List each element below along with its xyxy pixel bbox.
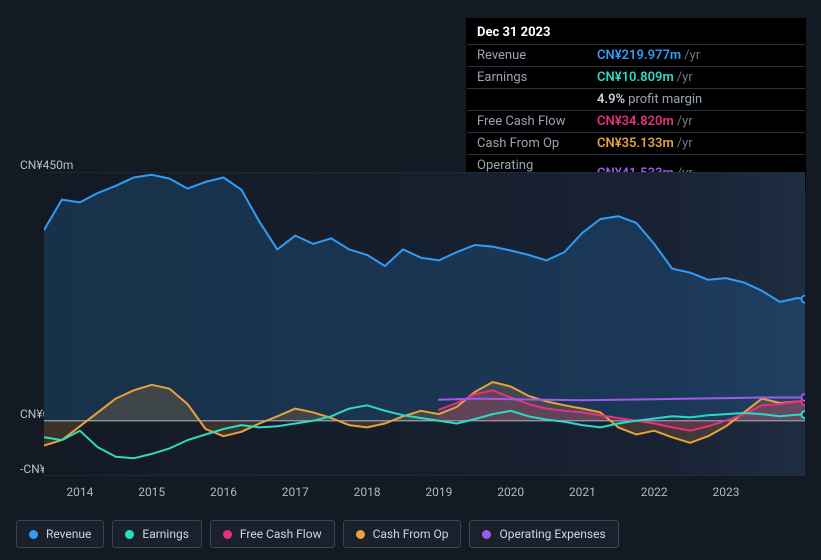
x-axis-label: 2022 [641,485,668,499]
tooltip-row-label: Cash From Op [467,133,587,155]
tooltip-date: Dec 31 2023 [467,19,805,44]
legend-item-fcf[interactable]: Free Cash Flow [210,520,335,548]
tooltip-row-label: Earnings [467,67,587,89]
tooltip-row-value: CN¥219.977m/yr [587,45,805,67]
x-axis-label: 2020 [497,485,524,499]
revenue-swatch-icon [29,530,38,539]
legend-label: Earnings [142,527,189,541]
x-axis-label: 2014 [66,485,93,499]
cfo-swatch-icon [356,530,365,539]
legend-item-opex[interactable]: Operating Expenses [469,520,618,548]
tooltip-row: 4.9%profit margin [467,89,805,111]
tooltip-row: EarningsCN¥10.809m/yr [467,67,805,89]
chart-plot [44,172,805,476]
x-axis-label: 2015 [138,485,165,499]
x-axis-label: 2019 [425,485,452,499]
x-axis-label: 2016 [210,485,237,499]
tooltip-row-value: CN¥34.820m/yr [587,111,805,133]
legend-label: Cash From Op [373,527,449,541]
legend-item-earnings[interactable]: Earnings [112,520,202,548]
tooltip-row-label: Free Cash Flow [467,111,587,133]
y-axis-label: CN¥450m [20,158,73,172]
x-axis-label: 2021 [569,485,596,499]
legend-label: Operating Expenses [499,527,605,541]
legend-label: Revenue [46,527,91,541]
tooltip-row: Free Cash FlowCN¥34.820m/yr [467,111,805,133]
legend-item-cfo[interactable]: Cash From Op [343,520,462,548]
x-axis-label: 2023 [713,485,740,499]
opex-swatch-icon [482,530,491,539]
tooltip-row-value: CN¥10.809m/yr [587,67,805,89]
tooltip-row-value: CN¥35.133m/yr [587,133,805,155]
chart-legend: Revenue Earnings Free Cash Flow Cash From O… [16,520,619,548]
tooltip-row: RevenueCN¥219.977m/yr [467,45,805,67]
chart-area: CN¥450mCN¥0-CN¥100m [16,156,805,476]
tooltip-row-label: Revenue [467,45,587,67]
tooltip-row-value: 4.9%profit margin [587,89,805,111]
x-axis-labels: 2014 2015 2016 2017 2018 2019 2020 2021 2022 2023 [44,485,805,503]
earnings-swatch-icon [125,530,134,539]
legend-item-revenue[interactable]: Revenue [16,520,104,548]
legend-label: Free Cash Flow [240,527,322,541]
tooltip-row: Cash From OpCN¥35.133m/yr [467,133,805,155]
x-axis-label: 2018 [354,485,381,499]
tooltip-row-label [467,89,587,111]
fcf-swatch-icon [223,530,232,539]
x-axis-label: 2017 [282,485,309,499]
